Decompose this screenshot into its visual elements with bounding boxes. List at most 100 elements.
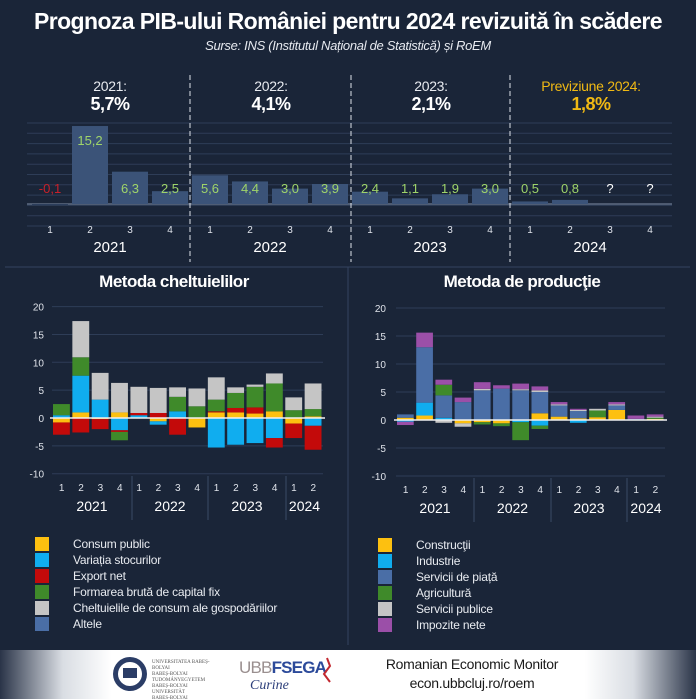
stacked-bar-segment <box>304 416 322 418</box>
quarter-growth-bar <box>512 201 548 204</box>
stacked-bar-segment <box>435 417 453 420</box>
stacked-bar-segment <box>569 418 587 420</box>
quarter-tick-label: 4 <box>272 483 278 494</box>
stacked-bar-segment <box>53 404 70 416</box>
y-tick-label: -5 <box>35 442 44 453</box>
stacked-bar-segment <box>91 419 109 430</box>
year-axis-label: 2024 <box>573 239 606 256</box>
legend-label: Servicii publice <box>416 602 493 616</box>
quarter-tick-label: 4 <box>647 225 653 236</box>
stacked-bar-segment <box>646 414 664 417</box>
quarter-tick-label: 4 <box>537 485 543 496</box>
stacked-bar-segment <box>435 379 453 385</box>
stacked-bar-segment <box>454 420 472 424</box>
expenditure-legend-item: Consum public <box>35 536 277 552</box>
year-axis-label: 2024 <box>289 498 320 514</box>
university-name-logo: UNIVERSITATEA BABEȘ-BOLYAI BABEȘ-BOLYAI T… <box>152 660 210 699</box>
expenditure-legend-item: Export net <box>35 568 277 584</box>
stacked-bar-segment <box>285 418 303 424</box>
stacked-bar-segment <box>72 412 90 418</box>
quarter-tick-label: 1 <box>480 485 486 496</box>
stacked-bar-segment <box>493 420 510 424</box>
stacked-bar-segment <box>130 415 148 418</box>
stacked-bar-segment <box>265 411 283 418</box>
quarter-tick-label: 4 <box>194 483 200 494</box>
stacked-bar-segment <box>454 423 472 427</box>
stacked-bar-segment <box>512 389 529 391</box>
stacked-bar-segment <box>169 418 186 435</box>
quarter-tick-label: 2 <box>156 483 162 494</box>
quarter-tick-label: 3 <box>127 225 133 236</box>
legend-label: Servicii de piață <box>416 570 498 584</box>
quarter-growth-bar <box>32 204 68 205</box>
quarter-growth-bar <box>472 188 508 204</box>
legend-label: Consum public <box>73 537 150 551</box>
stacked-bar-segment <box>72 418 90 433</box>
quarter-tick-label: 2 <box>78 483 84 494</box>
stacked-bar-segment <box>435 384 453 396</box>
bar-value-label: 0,8 <box>561 181 579 196</box>
quarter-tick-label: 3 <box>287 225 293 236</box>
stacked-bar-segment <box>531 413 549 420</box>
expenditure-legend-item: Cheltuielile de consum ale gospodăriilor <box>35 600 277 616</box>
sources-subtitle: Surse: INS (Institutul Național de Stati… <box>205 38 491 53</box>
stacked-bar-segment <box>111 418 128 431</box>
stacked-bar-segment <box>531 390 549 392</box>
stacked-bar-segment <box>397 421 414 426</box>
y-tick-label: 15 <box>375 332 387 343</box>
quarter-growth-bar <box>552 199 588 204</box>
stacked-bar-segment <box>589 417 606 420</box>
quarter-tick-label: 2 <box>87 225 93 236</box>
stacked-bar-segment <box>149 412 167 418</box>
stacked-bar-segment <box>512 383 529 390</box>
legend-label: Construcţii <box>416 538 471 552</box>
legend-label: Impozite nete <box>416 618 486 632</box>
quarter-growth-bar <box>192 175 228 204</box>
stacked-bar-segment <box>512 420 529 423</box>
stacked-bar-segment <box>608 402 626 405</box>
quarter-tick-label: 2 <box>407 225 413 236</box>
year-axis-label: 2022 <box>154 498 185 514</box>
quarter-tick-label: 3 <box>607 225 613 236</box>
stacked-bar-segment <box>265 438 283 448</box>
bar-value-label: 2,5 <box>161 181 179 196</box>
stacked-bar-segment <box>285 423 303 439</box>
production-legend-item: Impozite nete <box>378 617 497 633</box>
stacked-bar-segment <box>589 408 606 411</box>
quarter-tick-label: 4 <box>460 485 466 496</box>
legend-label: Industrie <box>416 554 461 568</box>
bar-value-label: ? <box>606 181 613 196</box>
quarter-tick-label: 2 <box>576 485 582 496</box>
stacked-bar-segment <box>207 412 225 418</box>
quarter-tick-label: 1 <box>47 225 53 236</box>
curine-signature-logo: Curine <box>250 678 289 693</box>
bar-value-label: 0,5 <box>521 181 539 196</box>
expenditure-legend: Consum public Variația stocurilor Export n… <box>35 536 277 632</box>
stacked-bar-segment <box>72 375 90 413</box>
year-axis-label: 2021 <box>419 500 450 516</box>
stacked-bar-segment <box>416 347 433 403</box>
quarter-tick-label: 1 <box>59 483 65 494</box>
quarter-tick-label: 1 <box>527 225 533 236</box>
quarter-growth-bar <box>312 183 348 204</box>
monitor-url-link[interactable]: econ.ubbcluj.ro/roem <box>409 675 535 691</box>
stacked-bar-segment <box>473 422 491 425</box>
year-axis-label: 2021 <box>93 239 126 256</box>
stacked-bar-segment <box>265 418 283 439</box>
stacked-bar-segment <box>304 425 322 450</box>
stacked-bar-segment <box>397 420 414 422</box>
stacked-bar-segment <box>265 373 283 384</box>
stacked-bar-segment <box>246 413 264 418</box>
legend-label: Altele <box>73 617 102 631</box>
bar-value-label: 6,3 <box>121 181 139 196</box>
footer: UNIVERSITATEA BABEȘ-BOLYAI BABEȘ-BOLYAI T… <box>0 650 696 699</box>
quarter-tick-label: 4 <box>327 225 333 236</box>
legend-swatch <box>35 601 49 615</box>
stacked-bar-segment <box>512 422 529 441</box>
legend-swatch <box>35 553 49 567</box>
stacked-bar-segment <box>397 414 414 418</box>
production-legend-item: Construcţii <box>378 537 497 553</box>
stacked-bar-segment <box>53 418 70 423</box>
stacked-bar-segment <box>550 405 568 417</box>
stacked-bar-segment <box>53 422 70 435</box>
